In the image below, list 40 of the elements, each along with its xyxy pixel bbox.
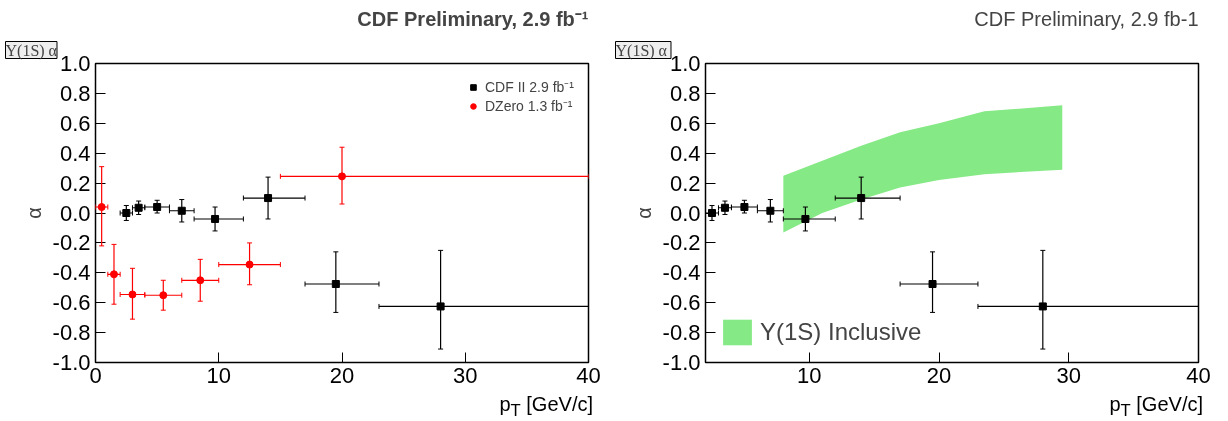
y-tick-label: -0.8 (662, 320, 701, 346)
y-tick-label: 0.6 (59, 110, 91, 136)
legend-label: Υ(1S) Inclusive (760, 318, 922, 346)
y-tick-label: 0.0 (669, 200, 701, 226)
y-tick-label: 0.0 (59, 200, 91, 226)
x-tick-label: 20 (329, 362, 355, 388)
y-tick-label: -0.2 (52, 230, 91, 256)
y-tick-label: 1.0 (59, 51, 91, 76)
y-axis-title: α (632, 207, 655, 219)
y-tick-label: -1.0 (52, 350, 91, 375)
y-tick-label: 0.8 (59, 80, 91, 106)
x-tick-label: 40 (1186, 362, 1211, 388)
y-tick-label: -0.6 (52, 290, 91, 316)
x-tick-label: 10 (206, 362, 231, 388)
y-tick-label: 1.0 (669, 51, 701, 76)
x-tick-label: 0 (89, 362, 102, 388)
x-tick-label: 20 (926, 362, 952, 388)
x-tick-label: 40 (576, 362, 601, 388)
x-tick-label: 30 (1056, 362, 1082, 388)
y-tick-label: 0.8 (669, 80, 701, 106)
x-tick-label: 10 (797, 362, 822, 388)
x-tick-label: 30 (453, 362, 478, 388)
y-tick-label: -1.0 (662, 350, 701, 375)
y-tick-label: 0.4 (669, 140, 701, 166)
chart-title: CDF Preliminary, 2.9 fb⁻¹ (357, 7, 589, 30)
chart-title: CDF Preliminary, 2.9 fb-1 (974, 7, 1199, 30)
x-axis-title: p$_{T}$ [GeV/c] (499, 392, 593, 421)
legend-label: CDF II 2.9 fb⁻¹ (484, 78, 574, 96)
y-tick-label: 0.2 (669, 170, 701, 196)
y-tick-label: -0.8 (52, 320, 91, 346)
legend-label: DZero 1.3 fb⁻¹ (484, 97, 573, 115)
y-tick-label: -0.4 (52, 260, 91, 286)
y-tick-label: -0.4 (662, 260, 701, 286)
x-axis-title: p$_{T}$ [GeV/c] (1109, 392, 1203, 421)
y-tick-label: 0.6 (669, 110, 701, 136)
y-tick-label: 0.4 (59, 140, 91, 166)
y-tick-label: -0.2 (662, 230, 701, 256)
y-tick-label: 0.2 (59, 170, 91, 196)
y-axis-title: α (22, 207, 45, 219)
y-tick-label: -0.6 (662, 290, 701, 316)
